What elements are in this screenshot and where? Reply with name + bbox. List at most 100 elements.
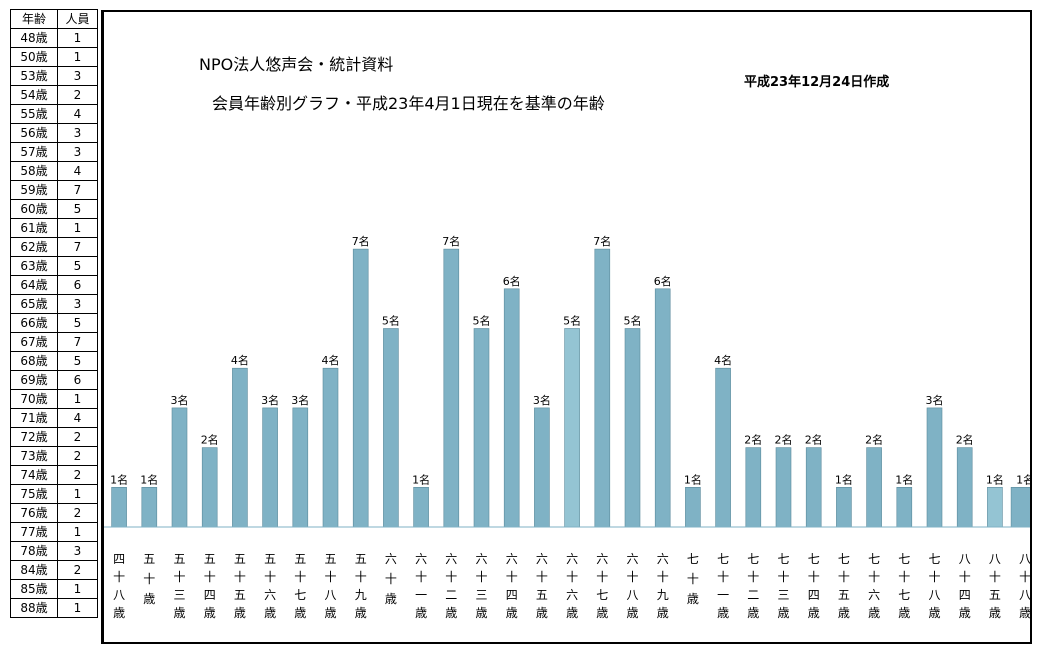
table-row: 71歳 4 <box>10 408 98 428</box>
count-cell[interactable]: 7 <box>57 180 98 200</box>
count-cell[interactable]: 3 <box>57 541 98 561</box>
bar[interactable] <box>745 447 762 528</box>
bar[interactable] <box>836 486 852 528</box>
bar[interactable] <box>171 407 188 528</box>
bar[interactable] <box>534 407 550 528</box>
age-cell[interactable]: 73歳 <box>10 446 58 466</box>
count-cell[interactable]: 7 <box>57 237 98 257</box>
age-cell[interactable]: 74歳 <box>10 465 58 485</box>
age-cell[interactable]: 71歳 <box>10 408 58 428</box>
count-cell[interactable]: 4 <box>57 104 98 124</box>
bar[interactable] <box>866 447 882 528</box>
bar[interactable] <box>805 447 822 528</box>
bar[interactable] <box>594 248 611 528</box>
count-cell[interactable]: 2 <box>57 85 98 105</box>
count-cell[interactable]: 7 <box>57 332 98 352</box>
bar[interactable] <box>564 328 580 528</box>
count-cell[interactable]: 2 <box>57 465 98 485</box>
count-cell[interactable]: 1 <box>57 218 98 238</box>
age-cell[interactable]: 61歳 <box>10 218 58 238</box>
header-age[interactable]: 年齢 <box>10 9 58 29</box>
count-cell[interactable]: 4 <box>57 161 98 181</box>
bar[interactable] <box>624 328 641 528</box>
table-row: 84歳 2 <box>10 560 98 580</box>
count-cell[interactable]: 2 <box>57 560 98 580</box>
age-cell[interactable]: 78歳 <box>10 541 58 561</box>
count-cell[interactable]: 3 <box>57 142 98 162</box>
age-cell[interactable]: 56歳 <box>10 123 58 143</box>
age-cell[interactable]: 60歳 <box>10 199 58 219</box>
age-cell[interactable]: 70歳 <box>10 389 58 409</box>
bar[interactable] <box>775 447 792 528</box>
bar[interactable] <box>443 248 460 528</box>
chart-area[interactable]: NPO法人悠声会・統計資料 平成23年12月24日作成 会員年齢別グラフ・平成2… <box>101 10 1032 644</box>
count-cell[interactable]: 2 <box>57 503 98 523</box>
bar[interactable] <box>956 447 973 528</box>
count-cell[interactable]: 5 <box>57 199 98 219</box>
age-cell[interactable]: 62歳 <box>10 237 58 257</box>
age-cell[interactable]: 50歳 <box>10 47 58 67</box>
age-cell[interactable]: 72歳 <box>10 427 58 447</box>
age-cell[interactable]: 75歳 <box>10 484 58 504</box>
age-cell[interactable]: 59歳 <box>10 180 58 200</box>
count-cell[interactable]: 5 <box>57 256 98 276</box>
bar[interactable] <box>1010 486 1030 528</box>
bar[interactable] <box>926 407 943 528</box>
age-cell[interactable]: 84歳 <box>10 560 58 580</box>
count-cell[interactable]: 2 <box>57 427 98 447</box>
header-count[interactable]: 人員 <box>57 9 98 29</box>
bar[interactable] <box>292 407 309 528</box>
age-cell[interactable]: 88歳 <box>10 598 58 618</box>
count-cell[interactable]: 1 <box>57 28 98 48</box>
count-cell[interactable]: 5 <box>57 313 98 333</box>
bar[interactable] <box>896 486 913 528</box>
age-cell[interactable]: 48歳 <box>10 28 58 48</box>
count-cell[interactable]: 4 <box>57 408 98 428</box>
bar[interactable] <box>413 486 429 528</box>
age-cell[interactable]: 69歳 <box>10 370 58 390</box>
age-cell[interactable]: 57歳 <box>10 142 58 162</box>
age-cell[interactable]: 64歳 <box>10 275 58 295</box>
count-cell[interactable]: 1 <box>57 598 98 618</box>
age-cell[interactable]: 65歳 <box>10 294 58 314</box>
age-cell[interactable]: 58歳 <box>10 161 58 181</box>
age-cell[interactable]: 54歳 <box>10 85 58 105</box>
bar[interactable] <box>232 367 248 528</box>
bar[interactable] <box>987 486 1003 528</box>
bar[interactable] <box>503 288 520 528</box>
count-cell[interactable]: 3 <box>57 294 98 314</box>
value-label: 3名 <box>261 393 279 407</box>
bar[interactable] <box>352 248 369 528</box>
count-cell[interactable]: 1 <box>57 47 98 67</box>
count-cell[interactable]: 3 <box>57 66 98 86</box>
bar[interactable] <box>383 328 399 528</box>
count-cell[interactable]: 1 <box>57 579 98 599</box>
bar[interactable] <box>111 486 127 528</box>
age-cell[interactable]: 85歳 <box>10 579 58 599</box>
count-cell[interactable]: 5 <box>57 351 98 371</box>
table-row: 58歳 4 <box>10 161 98 181</box>
bar[interactable] <box>685 486 701 528</box>
age-cell[interactable]: 68歳 <box>10 351 58 371</box>
count-cell[interactable]: 3 <box>57 123 98 143</box>
count-cell[interactable]: 1 <box>57 522 98 542</box>
count-cell[interactable]: 1 <box>57 389 98 409</box>
bar[interactable] <box>473 328 490 528</box>
count-cell[interactable]: 6 <box>57 370 98 390</box>
age-cell[interactable]: 77歳 <box>10 522 58 542</box>
count-cell[interactable]: 1 <box>57 484 98 504</box>
bar[interactable] <box>262 407 278 528</box>
age-cell[interactable]: 55歳 <box>10 104 58 124</box>
age-cell[interactable]: 53歳 <box>10 66 58 86</box>
bar[interactable] <box>715 367 731 528</box>
age-cell[interactable]: 66歳 <box>10 313 58 333</box>
age-cell[interactable]: 76歳 <box>10 503 58 523</box>
age-cell[interactable]: 67歳 <box>10 332 58 352</box>
bar[interactable] <box>141 486 158 528</box>
count-cell[interactable]: 2 <box>57 446 98 466</box>
bar[interactable] <box>654 288 671 528</box>
bar[interactable] <box>322 367 339 528</box>
count-cell[interactable]: 6 <box>57 275 98 295</box>
age-cell[interactable]: 63歳 <box>10 256 58 276</box>
bar[interactable] <box>201 447 218 528</box>
